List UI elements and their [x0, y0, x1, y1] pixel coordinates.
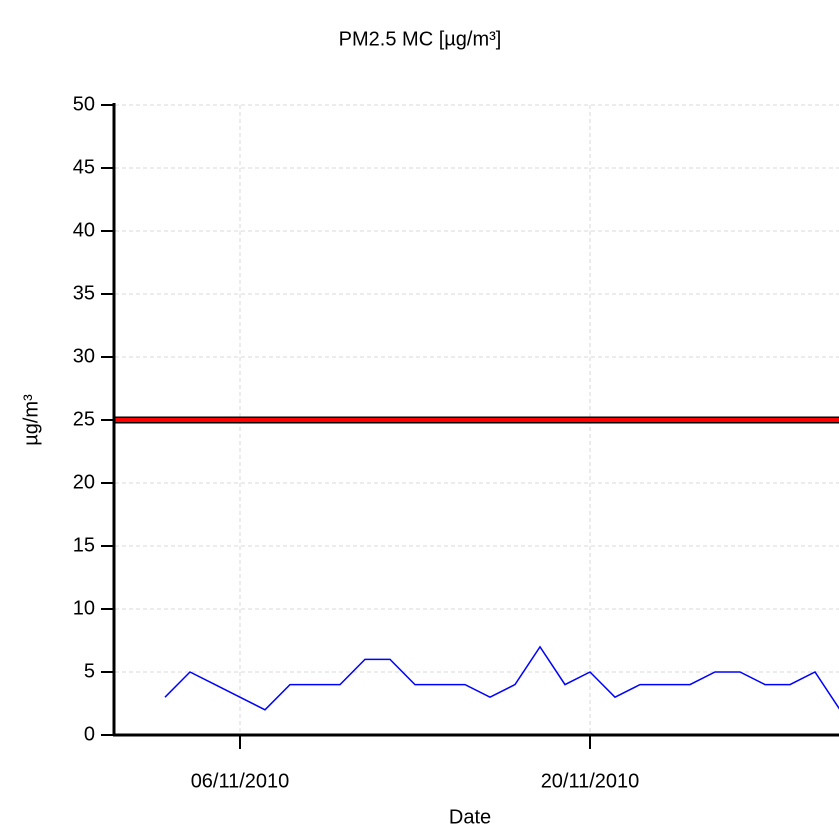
y-tick-label: 45	[73, 156, 95, 178]
y-tick-label: 15	[73, 534, 95, 556]
y-tick-label: 10	[73, 597, 95, 619]
y-tick-label: 35	[73, 282, 95, 304]
y-axis-label: µg/m³	[20, 394, 42, 446]
x-tick-label: 06/11/2010	[191, 770, 290, 792]
x-tick-label: 20/11/2010	[541, 770, 640, 792]
x-axis-label: Date	[449, 806, 491, 828]
y-tick-label: 50	[73, 93, 95, 115]
y-tick-label: 25	[73, 408, 95, 430]
y-tick-label: 5	[84, 660, 95, 682]
y-tick-label: 30	[73, 345, 95, 367]
y-tick-label: 40	[73, 219, 95, 241]
data-line	[164, 645, 839, 711]
y-tick-label: 20	[73, 471, 95, 493]
limit-line	[115, 418, 839, 422]
chart-title: PM2.5 MC [µg/m³]	[339, 28, 502, 50]
y-tick-label: 0	[84, 723, 95, 745]
